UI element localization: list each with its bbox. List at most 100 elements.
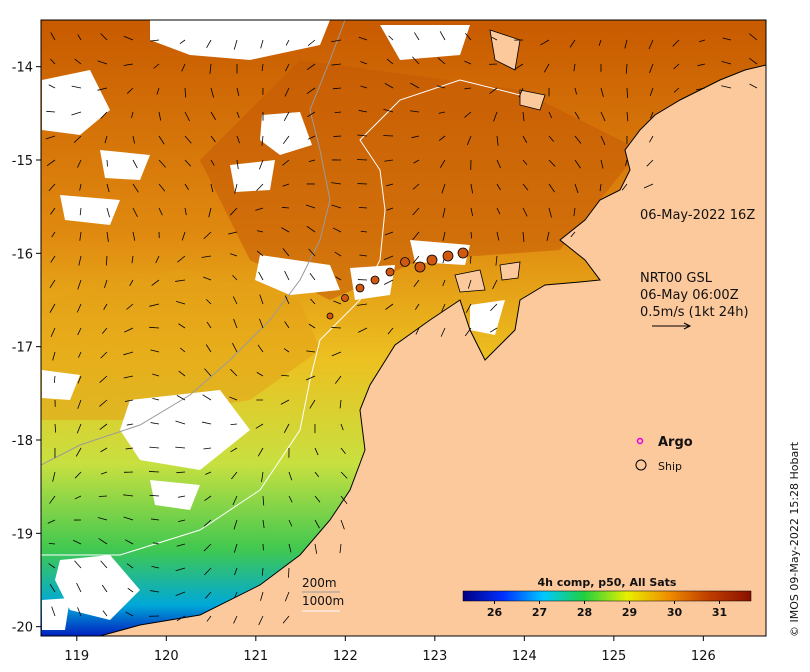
current-vector <box>464 60 472 65</box>
current-vector <box>282 248 290 257</box>
current-vector <box>340 495 348 505</box>
current-vector <box>158 159 166 168</box>
current-vector <box>285 63 290 72</box>
current-vector <box>234 591 238 599</box>
ship-track <box>326 247 469 320</box>
current-vector <box>150 39 160 42</box>
current-vector <box>99 375 108 383</box>
current-vector <box>158 135 165 145</box>
current-vector <box>749 33 758 41</box>
ship-position-marker <box>414 261 426 273</box>
current-vector <box>332 227 342 233</box>
current-vector <box>256 230 264 233</box>
current-vector <box>339 399 342 409</box>
current-vector <box>649 63 654 74</box>
current-vector <box>261 63 264 72</box>
current-vector <box>48 183 56 192</box>
current-vector <box>260 591 264 601</box>
current-vector <box>180 347 186 353</box>
current-vector <box>205 299 212 305</box>
current-vector <box>153 63 160 69</box>
current-vector <box>125 447 134 450</box>
current-vector <box>332 87 342 90</box>
current-vector <box>440 327 446 337</box>
current-vector <box>259 159 264 170</box>
x-tick-label: 125 <box>601 649 626 664</box>
current-vector <box>206 39 212 49</box>
current-vector <box>305 204 316 209</box>
current-vector <box>288 543 292 553</box>
current-vector <box>490 303 498 311</box>
current-vector <box>262 519 265 529</box>
current-vector <box>49 303 56 313</box>
current-vector <box>464 327 472 337</box>
current-vector <box>77 607 82 617</box>
current-vector <box>176 543 186 547</box>
current-vector <box>288 567 290 578</box>
current-vector <box>309 399 316 409</box>
current-vector <box>175 446 186 449</box>
current-vector <box>231 471 238 480</box>
current-vector <box>340 471 348 479</box>
current-vector <box>412 255 420 264</box>
current-vector <box>233 39 238 50</box>
current-vector <box>262 495 265 506</box>
current-vector <box>414 303 420 310</box>
current-vector <box>621 183 628 191</box>
current-vector <box>124 399 134 402</box>
current-vector <box>126 423 134 426</box>
y-tick-label: -19 <box>12 527 33 542</box>
current-vector <box>178 495 186 498</box>
current-vector <box>574 111 580 120</box>
current-vector <box>306 350 316 353</box>
current-vector <box>184 159 192 167</box>
current-vector <box>489 87 498 94</box>
current-vector <box>340 447 346 455</box>
current-vector <box>439 31 446 41</box>
current-vector <box>152 542 160 545</box>
current-vector <box>489 327 498 333</box>
current-vector <box>384 231 394 236</box>
current-vector <box>308 323 316 329</box>
current-vector <box>236 111 240 119</box>
current-vector <box>101 584 108 593</box>
current-vector <box>413 159 420 164</box>
current-vector <box>387 327 394 335</box>
current-vector <box>261 135 264 146</box>
current-vector <box>649 87 654 97</box>
current-vector <box>236 87 240 96</box>
current-vector <box>643 183 654 189</box>
current-vector <box>496 135 499 146</box>
current-vector <box>493 111 498 122</box>
current-vector <box>149 590 160 593</box>
current-vector <box>282 135 290 145</box>
current-vector <box>522 159 528 165</box>
current-vector <box>126 563 134 569</box>
current-vector <box>102 610 108 617</box>
current-vector <box>261 567 264 576</box>
y-tick-label: -16 <box>12 247 33 262</box>
ship-position-marker <box>355 283 365 293</box>
current-vector <box>155 255 160 264</box>
current-vector <box>46 110 56 113</box>
current-vector <box>233 543 238 553</box>
current-vector <box>441 183 446 194</box>
current-vector <box>573 63 576 72</box>
current-vector <box>127 587 134 593</box>
current-vector <box>257 447 264 457</box>
current-vector <box>442 207 446 218</box>
isobath-1000m-label: 1000m <box>302 594 344 608</box>
current-vector <box>129 279 134 286</box>
current-vector <box>357 303 368 306</box>
ship-marker-icon <box>635 459 647 471</box>
current-vector <box>600 87 604 98</box>
current-vector <box>386 183 394 187</box>
current-vector <box>97 60 108 65</box>
current-vector <box>132 183 139 193</box>
current-vector <box>125 611 134 617</box>
current-vector <box>314 471 320 478</box>
current-vector <box>74 560 82 569</box>
current-vector <box>210 135 216 143</box>
current-vector <box>385 303 394 310</box>
